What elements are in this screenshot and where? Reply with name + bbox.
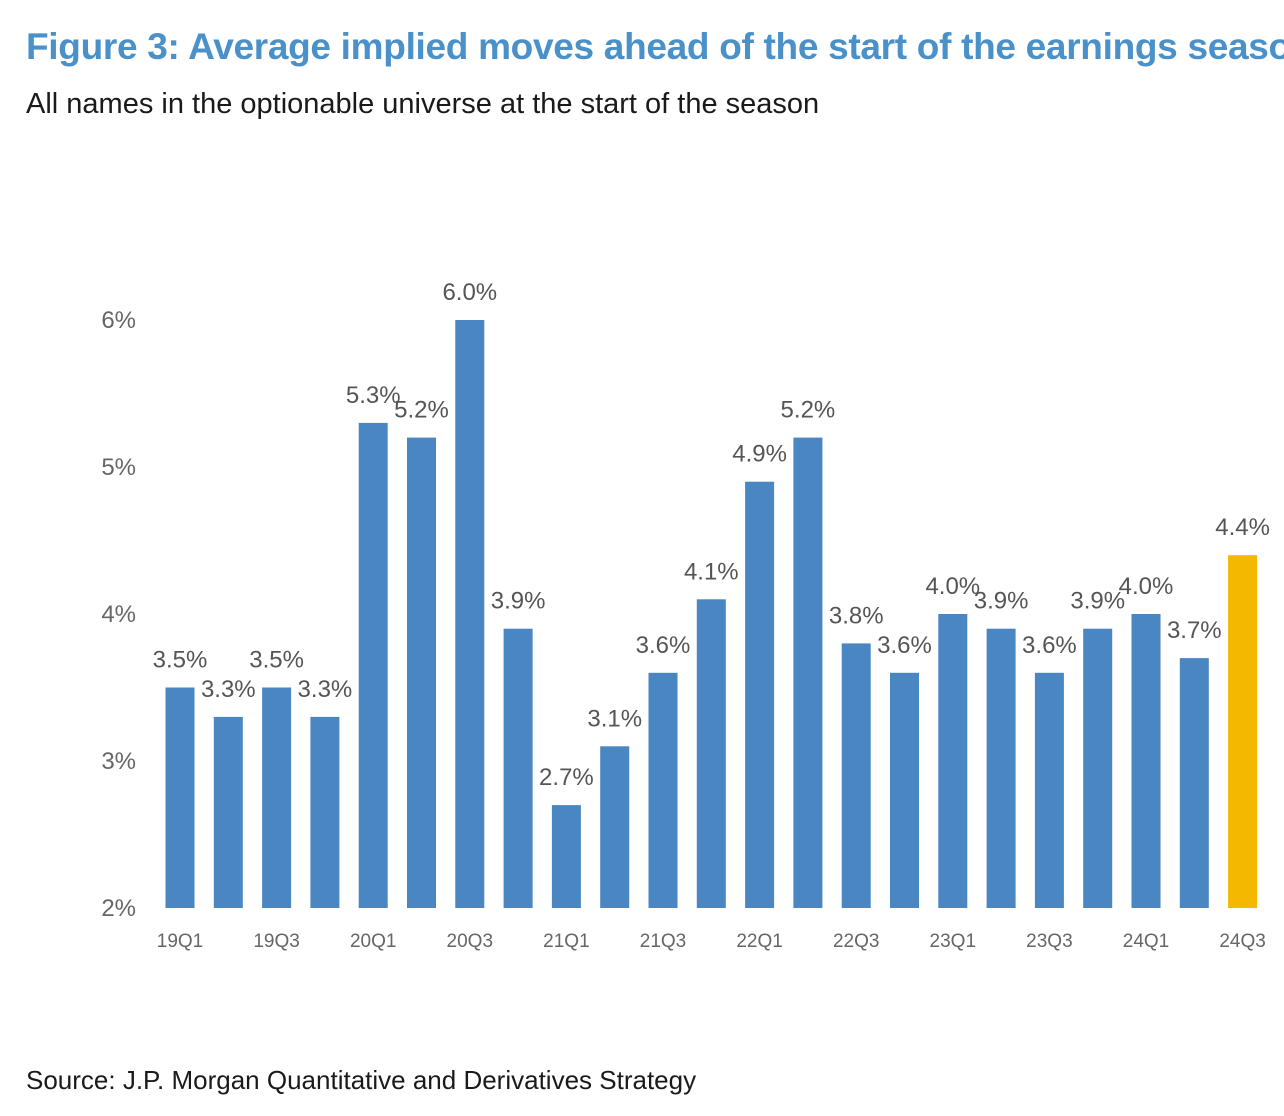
bar-19Q1 (165, 687, 195, 908)
bar-21Q4 (696, 599, 726, 908)
x-tick-label: 21Q1 (543, 931, 589, 952)
data-label-23Q1: 4.0% (925, 573, 980, 600)
x-tick-label: 21Q3 (640, 931, 686, 952)
data-label-23Q3: 3.6% (1022, 632, 1077, 659)
data-label-23Q2: 3.9% (974, 588, 1029, 615)
bar-22Q2 (793, 437, 823, 908)
bars (165, 320, 1258, 908)
y-tick-label: 2% (101, 895, 136, 922)
bar-23Q4 (1083, 628, 1113, 908)
bar-20Q2 (407, 437, 436, 908)
x-tick-label: 19Q1 (157, 931, 203, 952)
x-tick-label: 20Q1 (350, 931, 396, 952)
data-label-22Q4: 3.6% (877, 632, 932, 659)
data-label-19Q2: 3.3% (201, 676, 256, 703)
x-tick-label: 24Q3 (1219, 931, 1265, 952)
y-tick-label: 6% (101, 307, 136, 334)
y-tick-label: 4% (101, 601, 136, 628)
x-tick-label: 23Q1 (930, 931, 976, 952)
data-label-24Q2: 3.7% (1167, 617, 1222, 644)
data-label-21Q2: 3.1% (587, 705, 642, 732)
data-label-20Q1: 5.3% (346, 382, 401, 409)
bar-24Q3 (1228, 555, 1258, 908)
data-label-22Q1: 4.9% (732, 441, 787, 468)
x-tick-label: 24Q1 (1123, 931, 1169, 952)
bar-24Q1 (1131, 614, 1161, 908)
data-label-19Q1: 3.5% (153, 647, 208, 674)
data-label-24Q1: 4.0% (1119, 573, 1174, 600)
chart-title: Figure 3: Average implied moves ahead of… (26, 26, 1284, 67)
x-tick-label: 19Q3 (253, 931, 299, 952)
data-label-22Q2: 5.2% (781, 397, 836, 424)
x-tick-label: 22Q1 (736, 931, 782, 952)
bar-24Q2 (1179, 658, 1209, 908)
bar-21Q2 (600, 746, 630, 908)
bar-20Q3 (455, 320, 485, 908)
data-label-21Q4: 4.1% (684, 558, 739, 585)
y-tick-label: 5% (101, 454, 136, 481)
data-label-20Q2: 5.2% (394, 397, 449, 424)
y-tick-label: 3% (101, 748, 136, 775)
data-labels: 3.5%3.3%3.5%3.3%5.3%5.2%6.0%3.9%2.7%3.1%… (153, 279, 1270, 791)
data-label-20Q3: 6.0% (442, 279, 497, 306)
x-axis: 19Q1 19Q3 20Q1 20Q3 21Q1 21Q3 22Q1 22Q3 23Q1 23Q3… (157, 931, 1266, 952)
bar-23Q3 (1034, 672, 1064, 908)
data-label-24Q3: 4.4% (1215, 514, 1270, 541)
data-label-21Q1: 2.7% (539, 764, 594, 791)
bar-23Q2 (986, 628, 1016, 908)
y-axis: 2% 3% 4% 5% 6% (101, 307, 136, 922)
data-label-21Q3: 3.6% (636, 632, 691, 659)
chart-subtitle: All names in the optionable universe at … (26, 88, 820, 120)
bar-20Q1 (358, 422, 388, 908)
data-label-23Q4: 3.9% (1070, 588, 1125, 615)
bar-21Q1 (551, 805, 581, 908)
bar-22Q4 (890, 672, 919, 908)
bar-20Q4 (503, 628, 533, 908)
x-tick-label: 23Q3 (1026, 931, 1072, 952)
bar-23Q1 (938, 614, 968, 908)
bar-19Q4 (310, 716, 340, 908)
data-label-20Q4: 3.9% (491, 588, 546, 615)
data-label-19Q4: 3.3% (298, 676, 353, 703)
bar-22Q1 (745, 481, 775, 908)
source-note: Source: J.P. Morgan Quantitative and Der… (26, 1065, 697, 1095)
bar-22Q3 (841, 643, 871, 908)
data-label-22Q3: 3.8% (829, 602, 884, 629)
data-label-19Q3: 3.5% (249, 647, 304, 674)
bar-19Q2 (213, 716, 243, 908)
x-tick-label: 22Q3 (833, 931, 879, 952)
bar-21Q3 (648, 672, 678, 908)
x-tick-label: 20Q3 (447, 931, 493, 952)
bar-19Q3 (262, 687, 292, 908)
